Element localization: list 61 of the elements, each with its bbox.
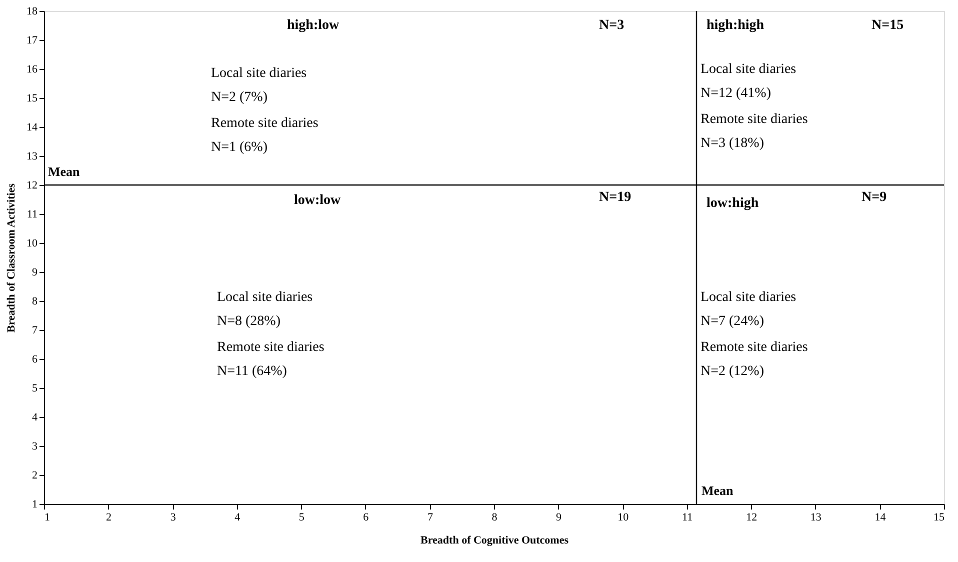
y-tick-label: 12 [26, 180, 38, 192]
x-tick-label: 8 [492, 512, 498, 524]
x-tick-label: 9 [556, 512, 562, 524]
y-tick-label: 16 [26, 64, 38, 76]
annotation: Remote site diaries [700, 340, 808, 355]
ref-line-label: Mean [48, 164, 81, 179]
annotation: N=2 (7%) [211, 90, 268, 105]
annotation: high:low [287, 18, 340, 33]
y-tick-label: 7 [32, 324, 38, 336]
x-tick-label: 7 [427, 512, 434, 524]
x-tick-label: 6 [363, 512, 370, 524]
annotation: N=8 (28%) [217, 314, 281, 329]
y-tick-label: 3 [32, 440, 38, 452]
x-tick-label: 10 [618, 512, 630, 524]
y-tick-label: 1 [32, 498, 38, 510]
annotation: N=12 (41%) [700, 86, 772, 101]
y-tick-label: 17 [26, 34, 38, 46]
y-tick-label: 6 [32, 354, 38, 366]
x-tick-label: 3 [170, 512, 176, 524]
annotation: high:high [706, 18, 764, 33]
x-tick-label: 4 [234, 512, 241, 524]
annotation: low:low [294, 193, 342, 208]
y-tick-label: 13 [26, 150, 38, 162]
annotation: Remote site diaries [217, 340, 324, 355]
x-tick-label: 5 [298, 512, 305, 524]
annotation: N=9 [862, 190, 887, 205]
x-tick-label: 13 [810, 512, 822, 524]
annotation: N=15 [872, 18, 904, 33]
x-tick-label: 14 [874, 512, 886, 524]
y-tick-label: 4 [32, 412, 38, 424]
annotation: N=19 [599, 190, 632, 205]
y-tick-label: 2 [32, 470, 38, 482]
y-tick-label: 11 [26, 208, 38, 220]
annotation: N=11 (64%) [217, 364, 288, 379]
annotation: Local site diaries [211, 66, 307, 81]
x-tick-label: 2 [106, 512, 112, 524]
x-tick-label: 12 [746, 512, 758, 524]
x-tick-label: 15 [934, 512, 945, 524]
y-tick-label: 18 [26, 6, 38, 18]
annotation: Local site diaries [700, 290, 796, 305]
y-axis-title: Breadth of Classroom Activities [6, 182, 18, 332]
annotation: N=3 [599, 18, 624, 33]
ref-line-label: Mean [702, 483, 734, 498]
annotation: N=7 (24%) [700, 314, 764, 329]
y-tick-label: 10 [26, 238, 38, 250]
x-axis-title: Breadth of Cognitive Outcomes [420, 534, 570, 546]
annotation: N=3 (18%) [700, 136, 764, 151]
annotation: Remote site diaries [700, 112, 808, 127]
annotation: N=1 (6%) [211, 140, 268, 155]
y-tick-label: 15 [26, 92, 38, 104]
y-tick-label: 5 [32, 382, 38, 394]
y-tick-label: 9 [32, 266, 38, 278]
annotation: low:high [706, 196, 759, 211]
annotation: Remote site diaries [211, 116, 318, 131]
x-tick-label: 1 [44, 512, 50, 524]
annotation: N=2 (12%) [700, 364, 764, 379]
y-tick-label: 8 [32, 296, 38, 308]
x-tick-label: 11 [682, 512, 693, 524]
annotation: Local site diaries [700, 62, 796, 77]
y-tick-label: 14 [26, 122, 38, 134]
annotation: Local site diaries [217, 290, 313, 305]
